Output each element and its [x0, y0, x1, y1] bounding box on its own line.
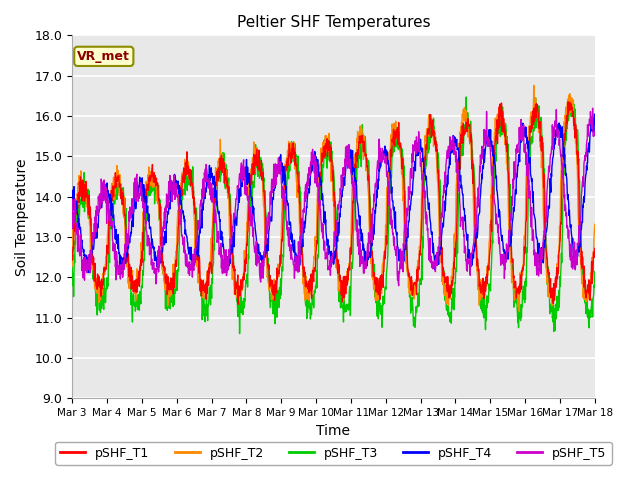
pSHF_T1 — [234, 301, 242, 307]
Line: pSHF_T3: pSHF_T3 — [72, 97, 595, 334]
X-axis label: Time: Time — [317, 424, 351, 438]
pSHF_T2 — [184, 159, 192, 165]
pSHF_T5 — [243, 184, 251, 190]
pSHF_T4 — [415, 143, 422, 148]
pSHF_T4 — [483, 134, 491, 140]
pSHF_T1 — [529, 108, 537, 114]
pSHF_T4 — [529, 189, 537, 194]
pSHF_T3 — [591, 269, 598, 275]
pSHF_T5 — [529, 227, 537, 233]
pSHF_T3 — [184, 182, 192, 188]
pSHF_T4 — [185, 251, 193, 257]
pSHF_T5 — [483, 130, 491, 136]
pSHF_T2 — [172, 253, 179, 259]
pSHF_T4 — [243, 182, 251, 188]
Y-axis label: Soil Temperature: Soil Temperature — [15, 158, 29, 276]
pSHF_T5 — [589, 105, 596, 111]
pSHF_T1 — [591, 245, 598, 251]
pSHF_T1 — [243, 242, 251, 248]
Line: pSHF_T1: pSHF_T1 — [72, 102, 595, 304]
pSHF_T2 — [529, 108, 537, 114]
pSHF_T2 — [68, 263, 76, 269]
Line: pSHF_T5: pSHF_T5 — [72, 108, 595, 286]
pSHF_T3 — [415, 294, 422, 300]
Text: VR_met: VR_met — [77, 50, 131, 63]
pSHF_T3 — [68, 264, 76, 270]
Title: Peltier SHF Temperatures: Peltier SHF Temperatures — [237, 15, 430, 30]
pSHF_T2 — [243, 220, 251, 226]
pSHF_T5 — [395, 283, 403, 288]
pSHF_T3 — [529, 125, 537, 131]
pSHF_T2 — [483, 283, 490, 289]
pSHF_T5 — [68, 198, 76, 204]
pSHF_T3 — [462, 94, 470, 100]
pSHF_T3 — [483, 304, 491, 310]
Line: pSHF_T2: pSHF_T2 — [72, 85, 595, 312]
pSHF_T5 — [172, 180, 179, 186]
pSHF_T5 — [415, 129, 422, 134]
pSHF_T1 — [415, 266, 422, 272]
pSHF_T4 — [172, 184, 180, 190]
pSHF_T2 — [415, 264, 422, 270]
pSHF_T3 — [236, 331, 243, 336]
pSHF_T1 — [172, 264, 179, 269]
pSHF_T5 — [184, 271, 192, 276]
Line: pSHF_T4: pSHF_T4 — [72, 114, 595, 274]
Legend: pSHF_T1, pSHF_T2, pSHF_T3, pSHF_T4, pSHF_T5: pSHF_T1, pSHF_T2, pSHF_T3, pSHF_T4, pSHF… — [55, 442, 612, 465]
pSHF_T4 — [591, 111, 598, 117]
pSHF_T2 — [530, 83, 538, 88]
pSHF_T3 — [172, 288, 179, 293]
pSHF_T5 — [591, 128, 598, 134]
pSHF_T1 — [184, 163, 192, 169]
pSHF_T1 — [483, 271, 491, 277]
pSHF_T2 — [515, 309, 523, 314]
pSHF_T4 — [68, 195, 76, 201]
pSHF_T1 — [564, 99, 572, 105]
pSHF_T3 — [243, 271, 251, 277]
pSHF_T1 — [68, 247, 76, 253]
pSHF_T4 — [591, 120, 598, 126]
pSHF_T4 — [118, 271, 125, 277]
pSHF_T2 — [591, 221, 598, 227]
